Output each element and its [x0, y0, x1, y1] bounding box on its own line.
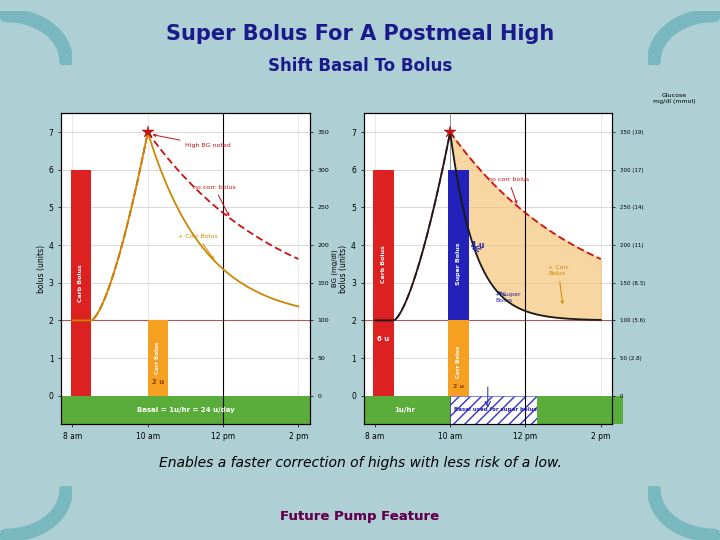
- Text: High BG noted: High BG noted: [153, 134, 231, 148]
- Text: Future Pump Feature: Future Pump Feature: [280, 510, 440, 523]
- Text: + Corr Bolus: + Corr Bolus: [178, 234, 217, 259]
- Text: 2 u: 2 u: [152, 380, 164, 386]
- Bar: [373, 170, 394, 396]
- Bar: [536, 396, 624, 424]
- Text: Basal used for super bolus: Basal used for super bolus: [454, 408, 537, 413]
- Text: Corr Bolus: Corr Bolus: [456, 346, 461, 378]
- Text: Basal = 1u/hr = 24 u/day: Basal = 1u/hr = 24 u/day: [137, 407, 234, 413]
- Text: + Super
Bolus: + Super Bolus: [495, 292, 521, 302]
- Text: 6 u: 6 u: [377, 336, 390, 342]
- Text: Super Bolus For A Postmeal High: Super Bolus For A Postmeal High: [166, 24, 554, 44]
- Text: Shift Basal To Bolus: Shift Basal To Bolus: [268, 57, 452, 75]
- Y-axis label: BG (mg/dl): BG (mg/dl): [332, 250, 338, 287]
- Text: 2 u: 2 u: [453, 384, 464, 389]
- Text: 1u/hr: 1u/hr: [395, 407, 415, 413]
- Text: Enables a faster correction of highs with less risk of a low.: Enables a faster correction of highs wit…: [158, 456, 562, 470]
- Text: no corr bolus: no corr bolus: [488, 177, 529, 203]
- Text: Corr Bolus: Corr Bolus: [156, 342, 161, 374]
- Y-axis label: bolus (units): bolus (units): [37, 245, 46, 293]
- Text: no corr. bolus: no corr. bolus: [193, 185, 235, 215]
- Text: Super Bolus: Super Bolus: [456, 242, 461, 285]
- Bar: [148, 320, 168, 396]
- Text: Glucose
mg/dl (mmol): Glucose mg/dl (mmol): [653, 93, 696, 104]
- Text: + Corr
Bolus: + Corr Bolus: [548, 266, 569, 303]
- Bar: [71, 170, 91, 396]
- Bar: [449, 170, 469, 396]
- Text: 4 u: 4 u: [471, 241, 485, 249]
- Y-axis label: bolus (units): bolus (units): [339, 245, 348, 293]
- Bar: [449, 320, 469, 396]
- Text: Carb Bolus: Carb Bolus: [381, 245, 386, 283]
- Text: Future Pump Feature: Future Pump Feature: [280, 510, 440, 523]
- Text: Carb Bolus: Carb Bolus: [78, 264, 84, 302]
- Bar: [61, 396, 310, 424]
- Bar: [450, 396, 536, 424]
- Bar: [364, 396, 450, 424]
